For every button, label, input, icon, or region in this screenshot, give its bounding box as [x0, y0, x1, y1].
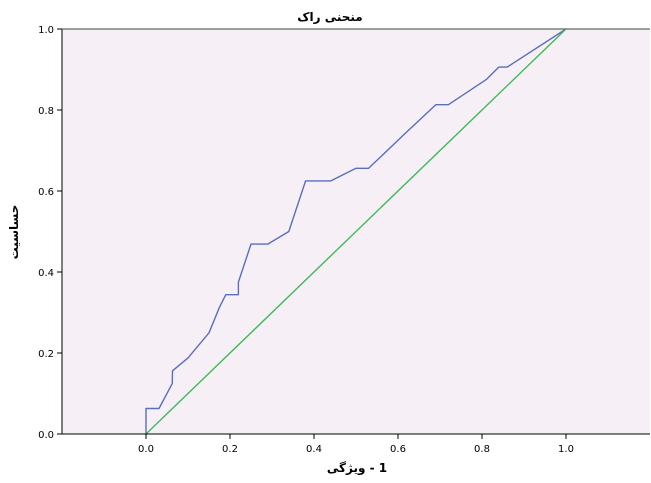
y-tick-label: 0.8 [38, 106, 54, 117]
axis-ticks: 0.0 0.2 0.4 0.6 0.8 1.0 0.0 0.2 0.4 0.6 0.8 1.0 [38, 25, 574, 455]
chart-title: منحنی راک [297, 10, 363, 24]
x-tick-label: 0.8 [474, 444, 490, 455]
x-tick-label: 0.6 [390, 444, 406, 455]
roc-curve-line [145, 28, 567, 434]
reference-diagonal-line [145, 28, 567, 435]
y-tick-label: 0.2 [38, 349, 54, 360]
y-tick-label: 0.6 [38, 187, 54, 198]
y-tick-label: 0.0 [38, 430, 54, 441]
y-tick-label: 0.4 [38, 268, 54, 279]
y-tick-label: 1.0 [38, 25, 54, 36]
x-tick-label: 0.4 [306, 444, 322, 455]
x-tick-label: 0.2 [222, 444, 238, 455]
y-axis-label: حساسیت [7, 205, 21, 260]
x-axis-label: 1 - ویژگی [327, 461, 387, 476]
series-layer [145, 28, 567, 435]
x-tick-label: 1.0 [558, 444, 574, 455]
x-tick-label: 0.0 [138, 444, 154, 455]
